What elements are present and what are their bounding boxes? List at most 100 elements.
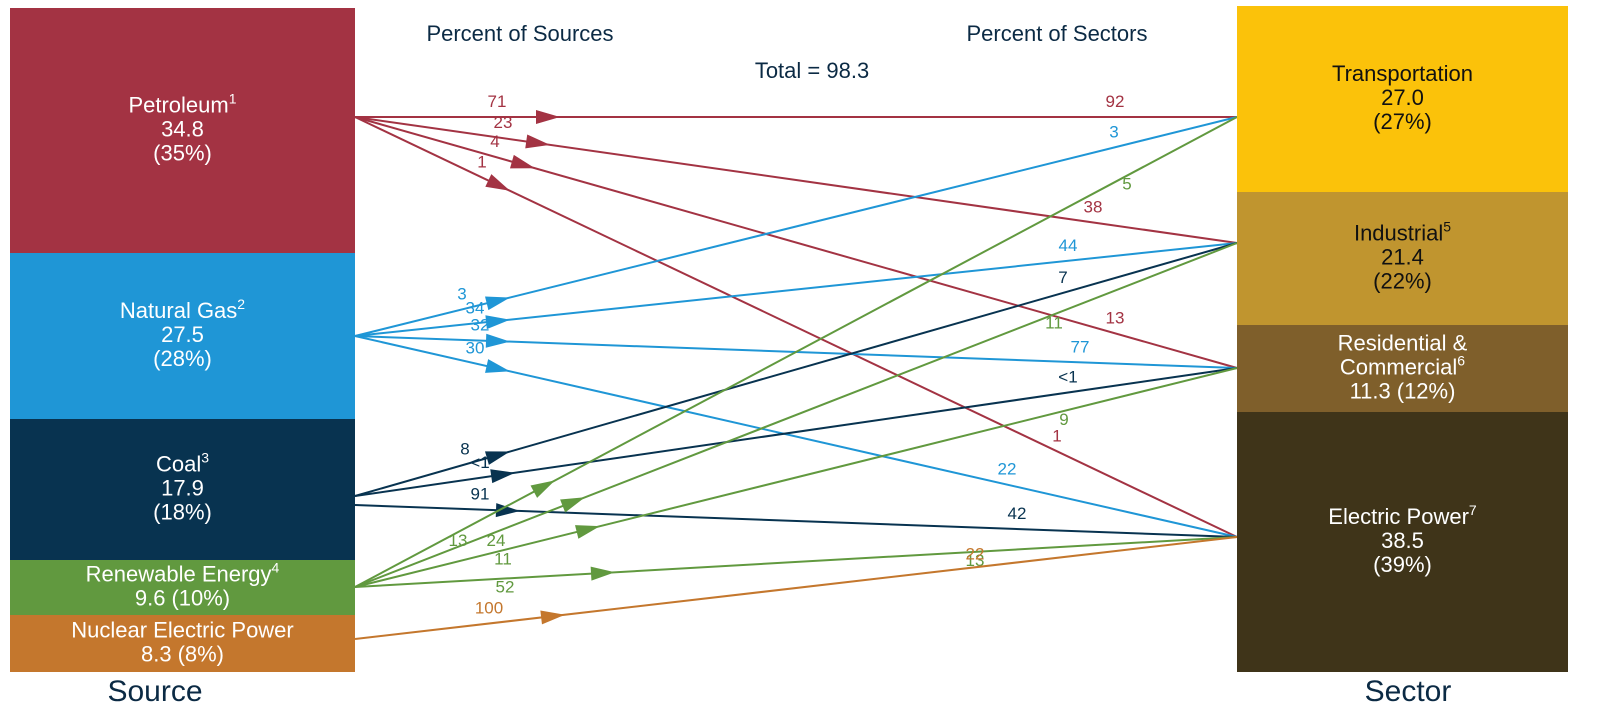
source-percent: 32 (471, 316, 490, 335)
sector-percent: 7 (1058, 268, 1067, 287)
sector-box (1237, 6, 1568, 192)
sector-percent: 5 (1122, 175, 1131, 194)
arrowhead (495, 503, 520, 518)
flow-line (354, 116, 1238, 244)
arrowhead (485, 451, 510, 465)
share: (27%) (1373, 109, 1432, 134)
sector-percent: 22 (998, 460, 1017, 479)
flow-line (354, 367, 1238, 588)
arrowhead (525, 134, 550, 149)
flows: 71 922338413113334443277302287<1<19142135… (354, 92, 1238, 640)
value: 17.9 (161, 475, 204, 500)
source-percent: 23 (494, 113, 513, 132)
sector-percent: 42 (1008, 504, 1027, 523)
sector-axis: Sector (1365, 675, 1452, 708)
note: 3 (201, 449, 209, 465)
name: Coal (156, 451, 201, 476)
source-axis: Source (107, 675, 202, 708)
sector-percent: 1 (1052, 426, 1061, 445)
arrowhead (510, 154, 535, 169)
share: (18%) (153, 499, 212, 524)
source-box (10, 253, 355, 419)
name: Residential & (1338, 330, 1468, 355)
note: 7 (1469, 502, 1477, 518)
note: 4 (272, 559, 280, 575)
name: Electric Power (1328, 504, 1469, 529)
share: (35%) (153, 140, 212, 165)
flow-line (354, 116, 1238, 369)
value: 21.4 (1381, 244, 1424, 269)
name: Natural Gas (120, 298, 237, 323)
source-percent: 34 (466, 298, 485, 317)
box-label: Renewable Energy4 9.6 (10%) (86, 559, 280, 610)
sources-header: Percent of Sources (426, 21, 613, 46)
source-percent: 30 (466, 338, 485, 357)
note: 6 (1457, 352, 1465, 368)
value: 8.3 (141, 641, 172, 666)
box-label: Residential & Commercial6 11.3 (12%) (1338, 330, 1468, 403)
arrowhead (485, 359, 510, 373)
note: 1 (229, 90, 237, 106)
box-label: Petroleum1 34.8 (35%) (128, 90, 236, 165)
box-label: Nuclear Electric Power 8.3 (8%) (71, 617, 294, 666)
value: 11.3 (1350, 378, 1391, 403)
share: (22%) (1373, 268, 1432, 293)
sector-percent: 9 (1059, 410, 1068, 429)
arrowhead (536, 110, 560, 124)
arrowhead (540, 610, 565, 625)
total: Total = 98.3 (755, 58, 869, 83)
value: 9.6 (135, 585, 166, 610)
share: (8%) (178, 641, 224, 666)
name: Transportation (1332, 61, 1473, 86)
source-box (10, 615, 355, 672)
source-percent: 24 (487, 531, 506, 550)
share: (12%) (1397, 378, 1456, 403)
arrowhead (485, 315, 510, 330)
box-label: Coal3 17.9 (18%) (153, 449, 212, 524)
flow-line (354, 242, 1238, 588)
value: 27.0 (1381, 85, 1424, 110)
sector-percent: 11 (1045, 313, 1063, 332)
share: (28%) (153, 346, 212, 371)
sector-percent: 22 (966, 544, 985, 563)
sector-percent: 92 (1106, 92, 1125, 111)
sectors-header: Percent of Sectors (967, 21, 1148, 46)
arrowhead (575, 525, 600, 539)
sector-box (1237, 412, 1568, 672)
sector-percent: 13 (1106, 308, 1125, 327)
name: Industrial (1354, 220, 1443, 245)
note: 2 (237, 296, 245, 312)
source-percent: 71 (488, 92, 507, 111)
sector-percent: 38 (1084, 197, 1103, 216)
source-percent: 91 (471, 485, 490, 504)
sector-percent: 44 (1059, 236, 1078, 255)
box-label: Natural Gas2 27.5 (28%) (120, 296, 245, 371)
value: 38.5 (1381, 528, 1424, 553)
source-box (10, 8, 355, 253)
share: (39%) (1373, 552, 1432, 577)
sector-box (1237, 325, 1568, 412)
sector-percent: <1 (1058, 368, 1077, 387)
source-box (10, 419, 355, 560)
share: (10%) (171, 585, 230, 610)
source-percent: 8 (460, 439, 469, 458)
source-percent: 1 (477, 152, 486, 171)
source-percent: <1 (470, 453, 489, 472)
arrowhead (560, 497, 585, 513)
arrowhead (590, 566, 615, 581)
sector-percent: 13 (966, 551, 985, 570)
name: Nuclear Electric Power (71, 617, 294, 642)
note: 5 (1443, 218, 1451, 234)
flow-line (354, 536, 1238, 588)
arrowhead (485, 333, 510, 348)
arrowhead (530, 480, 555, 498)
source-percent: 3 (457, 284, 466, 303)
source-percent: 11 (494, 549, 512, 568)
name: Petroleum (128, 92, 228, 117)
source-percent: 4 (490, 132, 499, 151)
arrowhead (485, 174, 510, 191)
name: Renewable Energy (86, 561, 272, 586)
box-label: Industrial5 21.4 (22%) (1354, 218, 1451, 293)
sector-box (1237, 192, 1568, 325)
